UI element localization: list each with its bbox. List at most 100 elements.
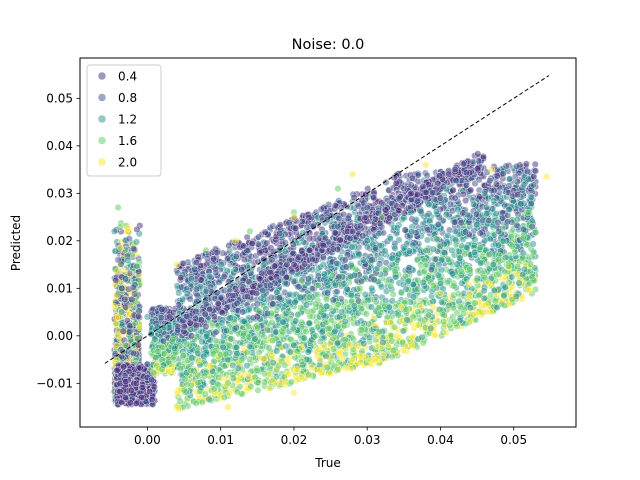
cloud-point xyxy=(135,323,143,331)
cloud-point xyxy=(494,218,502,226)
cloud-point xyxy=(401,226,409,234)
cloud-point xyxy=(399,327,407,335)
cloud-point xyxy=(253,366,261,374)
cloud-point xyxy=(175,289,183,297)
cloud-point xyxy=(150,383,158,391)
cloud-point xyxy=(368,256,376,264)
cloud-point xyxy=(529,181,537,189)
cloud-point xyxy=(225,242,233,250)
cloud-point xyxy=(124,224,132,232)
cloud-point xyxy=(323,278,331,286)
cloud-point xyxy=(133,225,141,233)
cloud-point xyxy=(125,328,133,336)
cloud-point xyxy=(531,160,539,168)
cloud-point xyxy=(371,322,379,330)
cloud-point xyxy=(388,254,396,262)
cloud-point xyxy=(220,332,228,340)
cloud-point xyxy=(305,319,313,327)
cloud-point xyxy=(459,310,467,318)
cloud-point xyxy=(198,398,206,406)
cloud-point xyxy=(286,290,294,298)
cloud-point xyxy=(476,244,484,252)
cloud-point xyxy=(293,347,301,355)
cloud-point xyxy=(358,326,366,334)
cloud-point xyxy=(261,228,269,236)
cloud-point xyxy=(473,221,481,229)
cloud-point xyxy=(449,186,457,194)
cloud-point xyxy=(117,244,125,252)
cloud-point xyxy=(324,289,332,297)
cloud-point xyxy=(409,241,417,249)
cloud-point xyxy=(265,384,273,392)
cloud-point xyxy=(124,256,132,264)
cloud-point xyxy=(247,383,255,391)
cloud-point xyxy=(347,291,355,299)
cloud-point xyxy=(206,272,214,280)
cloud-point xyxy=(260,333,268,341)
cloud-point xyxy=(291,298,299,306)
cloud-point xyxy=(477,259,485,267)
cloud-point xyxy=(237,356,245,364)
cloud-point xyxy=(377,308,385,316)
cloud-point xyxy=(341,256,349,264)
cloud-point xyxy=(176,397,184,405)
scatter-cloud xyxy=(110,150,540,413)
cloud-point xyxy=(407,181,415,189)
cloud-point xyxy=(328,316,336,324)
cloud-point xyxy=(376,260,384,268)
cloud-point xyxy=(272,328,280,336)
cloud-point xyxy=(264,309,272,317)
cloud-point xyxy=(111,265,119,273)
cloud-point xyxy=(359,256,367,264)
cloud-point xyxy=(362,190,370,198)
cloud-point xyxy=(131,319,139,327)
cloud-point xyxy=(297,294,305,302)
cloud-point xyxy=(254,386,262,394)
cloud-point xyxy=(352,265,360,273)
cloud-point xyxy=(532,167,540,175)
cloud-point xyxy=(452,236,460,244)
cloud-point xyxy=(346,341,354,349)
cloud-point xyxy=(177,274,185,282)
cloud-point xyxy=(335,214,343,222)
cloud-point xyxy=(335,350,343,358)
cloud-point xyxy=(179,260,187,268)
cloud-point xyxy=(316,355,324,363)
cloud-point xyxy=(462,197,470,205)
cloud-point xyxy=(246,355,254,363)
cloud-point xyxy=(245,372,253,380)
cloud-point xyxy=(219,343,227,351)
cloud-point xyxy=(113,314,121,322)
cloud-point xyxy=(473,276,481,284)
cloud-point xyxy=(116,223,124,231)
cloud-point xyxy=(417,208,425,216)
cloud-point xyxy=(471,249,479,257)
cloud-point xyxy=(248,240,256,248)
cloud-point xyxy=(317,205,325,213)
cloud-point xyxy=(129,283,137,291)
cloud-point xyxy=(445,256,453,264)
cloud-point xyxy=(427,265,435,273)
cloud-point xyxy=(476,229,484,237)
cloud-point xyxy=(508,242,516,250)
cloud-point xyxy=(361,290,369,298)
cloud-point xyxy=(414,171,422,179)
cloud-point xyxy=(175,301,183,309)
cloud-point xyxy=(282,342,290,350)
cloud-point xyxy=(525,286,533,294)
cloud-point xyxy=(112,276,120,284)
cloud-point xyxy=(146,388,154,396)
cloud-point xyxy=(481,274,489,282)
cloud-point xyxy=(453,260,461,268)
cloud-point xyxy=(148,395,156,403)
cloud-point xyxy=(408,215,416,223)
cloud-point xyxy=(113,366,121,374)
cloud-point xyxy=(263,326,271,334)
cloud-point xyxy=(111,303,119,311)
cloud-point xyxy=(120,267,128,275)
cloud-point xyxy=(254,240,262,248)
cloud-point xyxy=(122,377,130,385)
cloud-point xyxy=(260,378,268,386)
cloud-point xyxy=(389,290,397,298)
